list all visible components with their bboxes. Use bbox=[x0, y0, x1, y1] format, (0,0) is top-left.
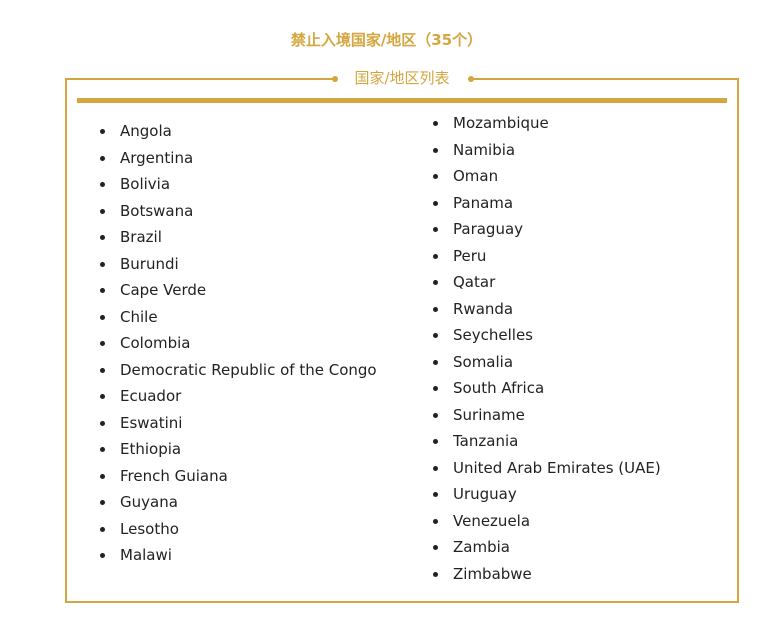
page-title: 禁止入境国家/地区（35个） bbox=[290, 31, 483, 49]
country-item: Mozambique bbox=[433, 113, 661, 140]
left-country-list: Angola Argentina Bolivia Botswana Brazil Buru… bbox=[100, 121, 377, 572]
header-bar bbox=[77, 98, 727, 103]
country-item: Colombia bbox=[100, 333, 377, 360]
country-item: Ecuador bbox=[100, 386, 377, 413]
country-item: Guyana bbox=[100, 492, 377, 519]
country-item: Zambia bbox=[433, 537, 661, 564]
country-item: Peru bbox=[433, 246, 661, 273]
country-item: Oman bbox=[433, 166, 661, 193]
dot-right bbox=[468, 76, 474, 82]
country-item: Malawi bbox=[100, 545, 377, 572]
country-item: Qatar bbox=[433, 272, 661, 299]
country-item: Argentina bbox=[100, 148, 377, 175]
country-item: Chile bbox=[100, 307, 377, 334]
country-item: South Africa bbox=[433, 378, 661, 405]
country-item: Ethiopia bbox=[100, 439, 377, 466]
country-item: Cape Verde bbox=[100, 280, 377, 307]
country-item: Democratic Republic of the Congo bbox=[100, 360, 377, 387]
country-item: Rwanda bbox=[433, 299, 661, 326]
country-item: Venezuela bbox=[433, 511, 661, 538]
country-item: Paraguay bbox=[433, 219, 661, 246]
country-item: Lesotho bbox=[100, 519, 377, 546]
country-item: Bolivia bbox=[100, 174, 377, 201]
country-list-box: 国家/地区列表 Angola Argentina Bolivia Botswana Br… bbox=[65, 69, 739, 603]
box-legend: 国家/地区列表 bbox=[354, 69, 450, 87]
dot-left bbox=[332, 76, 338, 82]
country-item: Eswatini bbox=[100, 413, 377, 440]
top-border-right bbox=[471, 78, 739, 80]
top-border-left bbox=[65, 78, 335, 80]
country-item: Suriname bbox=[433, 405, 661, 432]
country-item: French Guiana bbox=[100, 466, 377, 493]
country-item: Angola bbox=[100, 121, 377, 148]
country-item: Brazil bbox=[100, 227, 377, 254]
country-item: Seychelles bbox=[433, 325, 661, 352]
country-item: Panama bbox=[433, 193, 661, 220]
country-item: Namibia bbox=[433, 140, 661, 167]
right-country-list: Mozambique Namibia Oman Panama Paraguay Peru Q… bbox=[433, 113, 661, 590]
country-item: Burundi bbox=[100, 254, 377, 281]
country-item: Uruguay bbox=[433, 484, 661, 511]
country-item: United Arab Emirates (UAE) bbox=[433, 458, 661, 485]
country-item: Zimbabwe bbox=[433, 564, 661, 591]
country-item: Somalia bbox=[433, 352, 661, 379]
country-item: Botswana bbox=[100, 201, 377, 228]
country-item: Tanzania bbox=[433, 431, 661, 458]
